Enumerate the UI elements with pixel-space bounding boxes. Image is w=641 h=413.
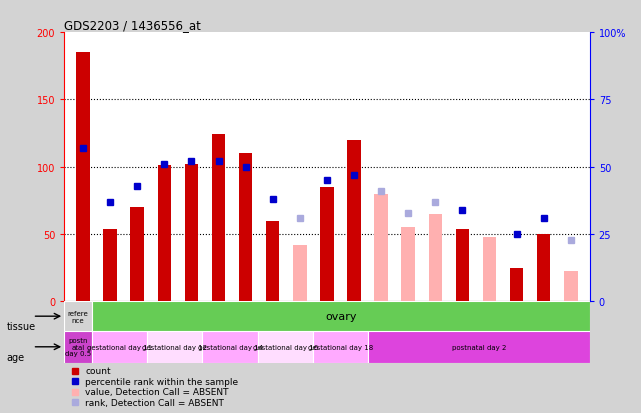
- Bar: [203, 331, 258, 363]
- Text: age: age: [6, 352, 24, 362]
- Text: gestational day 18: gestational day 18: [308, 344, 373, 350]
- Bar: [320, 188, 334, 302]
- Bar: [64, 302, 92, 331]
- Text: gestational day 12: gestational day 12: [142, 344, 207, 350]
- Bar: [369, 331, 590, 363]
- Bar: [313, 331, 369, 363]
- Bar: [76, 53, 90, 302]
- Bar: [456, 229, 469, 302]
- Text: ovary: ovary: [325, 311, 356, 321]
- Bar: [147, 331, 203, 363]
- Bar: [239, 154, 253, 302]
- Bar: [537, 235, 551, 302]
- Text: postn
atal
day 0.5: postn atal day 0.5: [65, 337, 91, 356]
- Bar: [564, 271, 578, 302]
- Bar: [92, 331, 147, 363]
- Bar: [347, 140, 361, 302]
- Bar: [401, 228, 415, 302]
- Bar: [483, 237, 496, 302]
- Bar: [64, 331, 92, 363]
- Text: postnatal day 2: postnatal day 2: [452, 344, 506, 350]
- Text: refere
nce: refere nce: [67, 310, 88, 323]
- Bar: [266, 221, 279, 302]
- Bar: [158, 166, 171, 302]
- Text: percentile rank within the sample: percentile rank within the sample: [85, 377, 238, 386]
- Text: gestational day 14: gestational day 14: [197, 344, 263, 350]
- Text: rank, Detection Call = ABSENT: rank, Detection Call = ABSENT: [85, 398, 224, 407]
- Bar: [131, 208, 144, 302]
- Bar: [212, 135, 225, 302]
- Bar: [293, 245, 306, 302]
- Text: value, Detection Call = ABSENT: value, Detection Call = ABSENT: [85, 387, 229, 396]
- Text: gestational day 11: gestational day 11: [87, 344, 152, 350]
- Bar: [185, 165, 198, 302]
- Bar: [429, 214, 442, 302]
- Bar: [374, 194, 388, 302]
- Text: GDS2203 / 1436556_at: GDS2203 / 1436556_at: [64, 19, 201, 32]
- Bar: [258, 331, 313, 363]
- Bar: [103, 229, 117, 302]
- Text: gestational day 16: gestational day 16: [253, 344, 318, 350]
- Bar: [510, 268, 523, 302]
- Text: count: count: [85, 366, 111, 375]
- Text: tissue: tissue: [6, 321, 35, 331]
